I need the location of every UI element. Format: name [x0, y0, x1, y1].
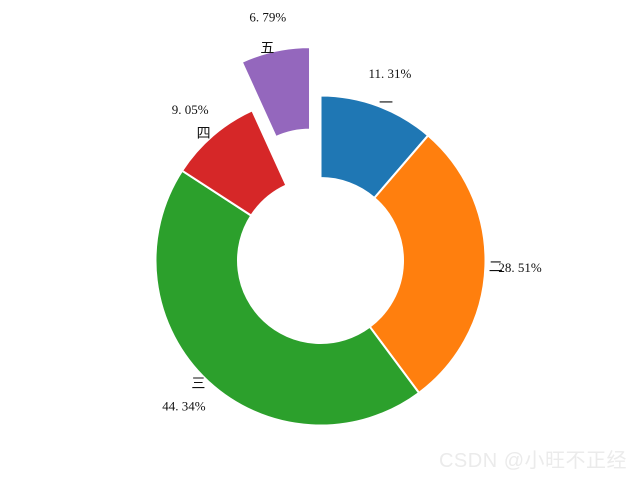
slice-pct-label-4: 9. 05%: [172, 102, 209, 117]
csdn-watermark: CSDN @小旺不正经: [438, 450, 627, 472]
pie-slice-3: [154, 169, 420, 427]
slice-pct-label-1: 11. 31%: [369, 66, 412, 81]
slice-label-3: 三: [191, 377, 205, 392]
slice-label-2: 二: [489, 260, 503, 275]
slice-label-5: 五: [260, 42, 274, 57]
slice-label-4: 四: [197, 127, 211, 142]
slice-label-1: 一: [379, 97, 393, 112]
pie-slice-5: [240, 46, 312, 139]
slice-pct-label-3: 44. 34%: [162, 399, 206, 414]
pie-slice-4: [181, 109, 288, 217]
slice-pct-label-5: 6. 79%: [249, 10, 286, 25]
slice-pct-label-2: 28. 51%: [498, 260, 542, 275]
pie-slice-2: [368, 134, 487, 394]
